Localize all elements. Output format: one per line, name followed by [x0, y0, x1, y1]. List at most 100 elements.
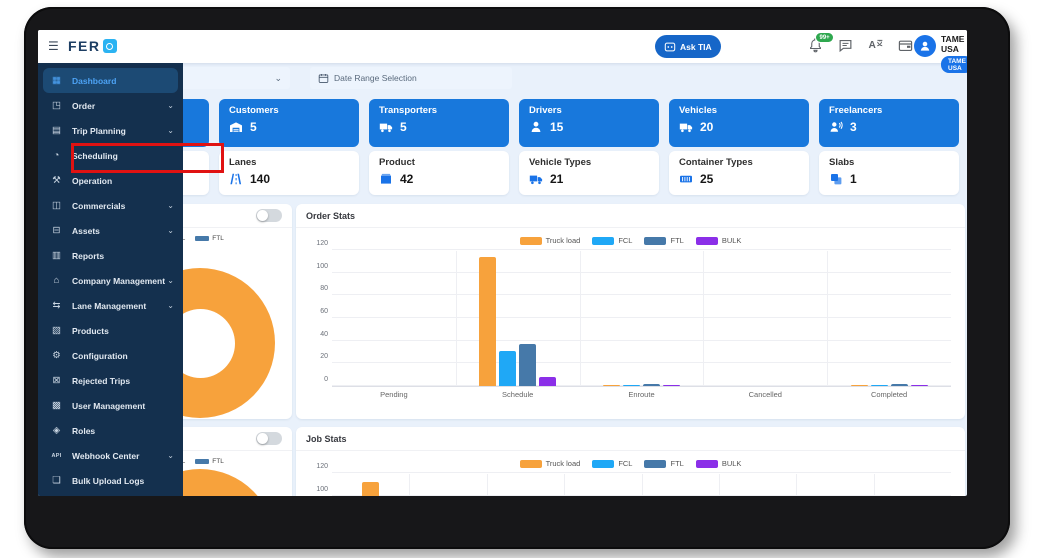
sidebar-item-operation[interactable]: ⚒ Operation: [38, 168, 183, 193]
sidebar-item-scheduling[interactable]: ◔ Scheduling: [38, 143, 183, 168]
bar-group-Enroute: [580, 251, 704, 386]
sidebar-item-label: Bulk Upload Logs: [72, 475, 145, 486]
bar-truck-load: [479, 256, 497, 386]
chevron-down-icon: ⌄: [167, 201, 174, 210]
chart-mode-toggle[interactable]: [256, 432, 282, 445]
stat-label: Transporters: [379, 105, 438, 116]
y-axis-tick: 80: [320, 285, 328, 293]
truck-icon: [529, 175, 543, 185]
chart-legend: Truck load FCL FTL BULK: [296, 236, 965, 245]
sidebar: ▦ Dashboard ◳ Order ⌄ ▤ Trip Planning ⌄ ◔ Schedul…: [38, 63, 183, 496]
user-info[interactable]: TAME USA TAME USA: [941, 34, 967, 73]
stat-value: 25: [700, 172, 714, 186]
products-icon: ▧: [52, 325, 61, 336]
bar-group-6: [796, 474, 873, 496]
svg-text:A: A: [869, 40, 877, 51]
bar-group-7: [874, 474, 951, 496]
ask-tia-button[interactable]: Ask TIA: [655, 35, 721, 58]
chevron-down-icon: ⌄: [167, 276, 174, 285]
sidebar-item-dashboard[interactable]: ▦ Dashboard: [43, 68, 178, 93]
sidebar-item-label: Products: [72, 325, 109, 336]
stat-card-customers: Customers 5: [219, 99, 359, 147]
notification-count-badge: 99+: [815, 32, 835, 43]
road-icon: [230, 173, 242, 185]
rejected-trips-icon: ⊠: [52, 375, 61, 386]
sidebar-item-rejected-trips[interactable]: ⊠ Rejected Trips: [38, 368, 183, 393]
legend-item-bulk: BULK: [695, 459, 741, 468]
sidebar-item-user-management[interactable]: ▩ User Management: [38, 393, 183, 418]
sidebar-item-webhook-center[interactable]: API Webhook Center ⌄: [38, 443, 183, 468]
sidebar-item-order[interactable]: ◳ Order ⌄: [38, 93, 183, 118]
bell-icon[interactable]: 99+: [808, 32, 835, 54]
legend-item-ftl: FTL: [195, 458, 224, 465]
hamburger-menu-icon[interactable]: ☰: [48, 39, 59, 53]
x-axis-label: Schedule: [502, 390, 534, 399]
x-axis-labels: Pending Schedule Enroute Cancelled Completed: [332, 390, 951, 399]
legend-item-ftl: FTL: [644, 459, 684, 468]
sidebar-item-label: Scheduling: [72, 150, 118, 161]
sidebar-item-configuration[interactable]: ⚙ Configuration: [38, 343, 183, 368]
bar-group-4: [642, 474, 719, 496]
operation-icon: ⚒: [52, 175, 61, 186]
stat-label: Container Types: [679, 157, 753, 168]
translate-icon[interactable]: A: [868, 38, 884, 54]
sidebar-item-label: User Management: [72, 400, 146, 411]
stat-value: 140: [250, 172, 271, 186]
stat-card-drivers: Drivers 15: [519, 99, 659, 147]
sidebar-item-reports[interactable]: ▥ Reports: [38, 243, 183, 268]
stat-value: 5: [400, 120, 407, 134]
bar-fcl: [499, 350, 517, 386]
y-axis-tick: 0: [324, 376, 328, 383]
wallet-icon[interactable]: [898, 38, 914, 54]
bar-group-Schedule: [456, 251, 580, 386]
sidebar-item-commercials[interactable]: ◫ Commercials ⌄: [38, 193, 183, 218]
stat-label: Vehicle Types: [529, 157, 592, 168]
ask-tia-label: Ask TIA: [680, 41, 712, 52]
stat-label: Product: [379, 157, 415, 168]
y-axis-tick: 40: [320, 330, 328, 338]
sidebar-item-label: Lane Management: [72, 300, 147, 311]
sidebar-item-assets[interactable]: ⊟ Assets ⌄: [38, 218, 183, 243]
person-voice-icon: [830, 121, 843, 132]
app-viewport: ⌄ Date Range Selection Customers 5 Transpo…: [38, 30, 967, 496]
bar-group-Cancelled: [703, 251, 827, 386]
legend-item-fcl: FCL: [592, 236, 632, 245]
sidebar-item-lane-management[interactable]: ⇆ Lane Management ⌄: [38, 293, 183, 318]
sidebar-item-label: Operation: [72, 175, 113, 186]
brand-o-icon: [102, 39, 117, 53]
stat-card-container-types: Container Types 25: [669, 151, 809, 195]
chat-icon: [839, 39, 852, 53]
truck-icon: [379, 123, 393, 133]
stat-label: Drivers: [529, 105, 562, 116]
stat-value: 20: [700, 120, 714, 134]
commercials-icon: ◫: [52, 200, 61, 211]
y-axis-tick: 120: [316, 240, 328, 247]
user-org-badge: TAME USA: [941, 56, 967, 73]
stat-card-slabs: Slabs 1: [819, 151, 959, 195]
sidebar-item-products[interactable]: ▧ Products: [38, 318, 183, 343]
user-avatar[interactable]: [914, 35, 936, 57]
sidebar-item-roles[interactable]: ◈ Roles: [38, 418, 183, 443]
translate-icon: A: [869, 39, 883, 51]
chevron-down-icon: ⌄: [167, 126, 174, 135]
date-range-input[interactable]: Date Range Selection: [310, 67, 512, 89]
x-axis-label: Enroute: [628, 390, 655, 399]
y-axis-tick: 100: [316, 485, 328, 493]
stat-label: Customers: [229, 105, 279, 116]
brand-text: FER: [68, 38, 101, 54]
chat-icon[interactable]: [838, 38, 854, 54]
sidebar-item-label: Commercials: [72, 200, 126, 211]
sidebar-item-company-management[interactable]: ⌂ Company Management ⌄: [38, 268, 183, 293]
stat-card-lanes: Lanes 140: [219, 151, 359, 195]
sidebar-item-bulk-upload-logs[interactable]: ❏ Bulk Upload Logs: [38, 468, 183, 493]
person-icon: [920, 41, 930, 51]
sidebar-item-trip-planning[interactable]: ▤ Trip Planning ⌄: [38, 118, 183, 143]
chevron-down-icon: ⌄: [167, 451, 174, 460]
bar-bulk: [539, 376, 557, 386]
order-icon: ◳: [52, 100, 61, 111]
chevron-down-icon: ⌄: [167, 226, 174, 235]
chart-legend: Truck load FCL FTL BULK: [296, 459, 965, 468]
chart-mode-toggle[interactable]: [256, 209, 282, 222]
bar-ftl: [890, 383, 908, 386]
sidebar-item-label: Reports: [72, 250, 105, 261]
